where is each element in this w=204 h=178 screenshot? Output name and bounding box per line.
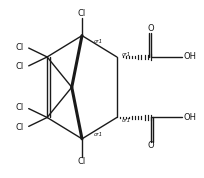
Text: Cl: Cl bbox=[15, 103, 23, 112]
Text: or1: or1 bbox=[121, 52, 131, 57]
Text: Cl: Cl bbox=[78, 157, 86, 166]
Text: OH: OH bbox=[183, 53, 195, 61]
Text: or1: or1 bbox=[93, 132, 102, 137]
Text: OH: OH bbox=[183, 113, 195, 122]
Text: or1: or1 bbox=[93, 39, 102, 44]
Text: Cl: Cl bbox=[15, 123, 23, 132]
Text: Cl: Cl bbox=[15, 62, 23, 71]
Text: Cl: Cl bbox=[15, 43, 23, 52]
Text: O: O bbox=[147, 142, 153, 150]
Text: or1: or1 bbox=[121, 118, 131, 123]
Text: Cl: Cl bbox=[78, 9, 86, 18]
Text: O: O bbox=[147, 24, 153, 33]
